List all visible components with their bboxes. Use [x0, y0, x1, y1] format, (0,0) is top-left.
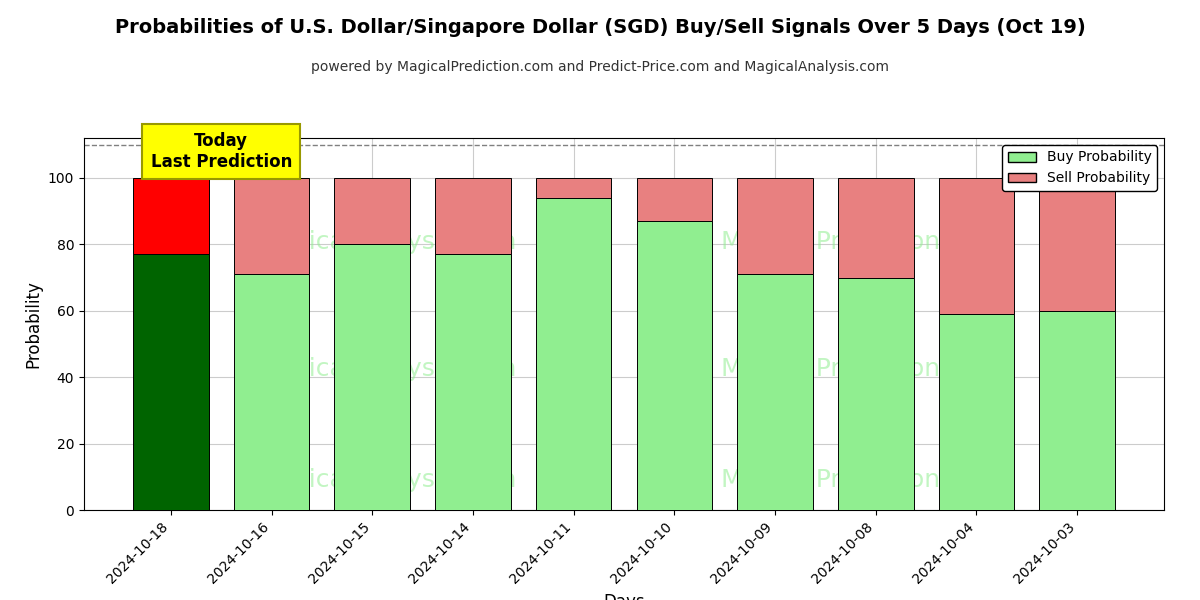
Bar	[737, 274, 812, 510]
Text: MagicalAnalysis.com: MagicalAnalysis.com	[257, 468, 516, 492]
X-axis label: Days: Days	[604, 593, 644, 600]
Bar	[536, 198, 612, 510]
Bar	[1039, 311, 1115, 510]
Bar	[1039, 178, 1115, 311]
Bar	[234, 178, 310, 274]
Bar	[133, 254, 209, 510]
Text: MagicalPrediction.com: MagicalPrediction.com	[721, 230, 1002, 254]
Text: MagicalPrediction.com: MagicalPrediction.com	[721, 468, 1002, 492]
Text: MagicalPrediction.com: MagicalPrediction.com	[721, 356, 1002, 380]
Y-axis label: Probability: Probability	[24, 280, 42, 368]
Text: MagicalAnalysis.com: MagicalAnalysis.com	[257, 230, 516, 254]
Bar	[938, 314, 1014, 510]
Bar	[234, 274, 310, 510]
Legend: Buy Probability, Sell Probability: Buy Probability, Sell Probability	[1002, 145, 1157, 191]
Bar	[636, 221, 712, 510]
Bar	[737, 178, 812, 274]
Text: Today
Last Prediction: Today Last Prediction	[150, 132, 292, 170]
Text: MagicalAnalysis.com: MagicalAnalysis.com	[257, 356, 516, 380]
Bar	[436, 254, 511, 510]
Bar	[838, 178, 913, 277]
Bar	[436, 178, 511, 254]
Bar	[335, 178, 410, 244]
Text: Probabilities of U.S. Dollar/Singapore Dollar (SGD) Buy/Sell Signals Over 5 Days: Probabilities of U.S. Dollar/Singapore D…	[115, 18, 1085, 37]
Bar	[536, 178, 612, 198]
Bar	[938, 178, 1014, 314]
Bar	[335, 244, 410, 510]
Bar	[133, 178, 209, 254]
Bar	[838, 277, 913, 510]
Bar	[636, 178, 712, 221]
Text: powered by MagicalPrediction.com and Predict-Price.com and MagicalAnalysis.com: powered by MagicalPrediction.com and Pre…	[311, 60, 889, 74]
